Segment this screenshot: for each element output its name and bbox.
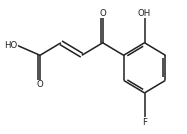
Text: F: F bbox=[142, 118, 147, 127]
Text: O: O bbox=[37, 80, 43, 89]
Text: OH: OH bbox=[138, 9, 151, 18]
Text: HO: HO bbox=[4, 41, 17, 50]
Text: O: O bbox=[99, 9, 106, 18]
